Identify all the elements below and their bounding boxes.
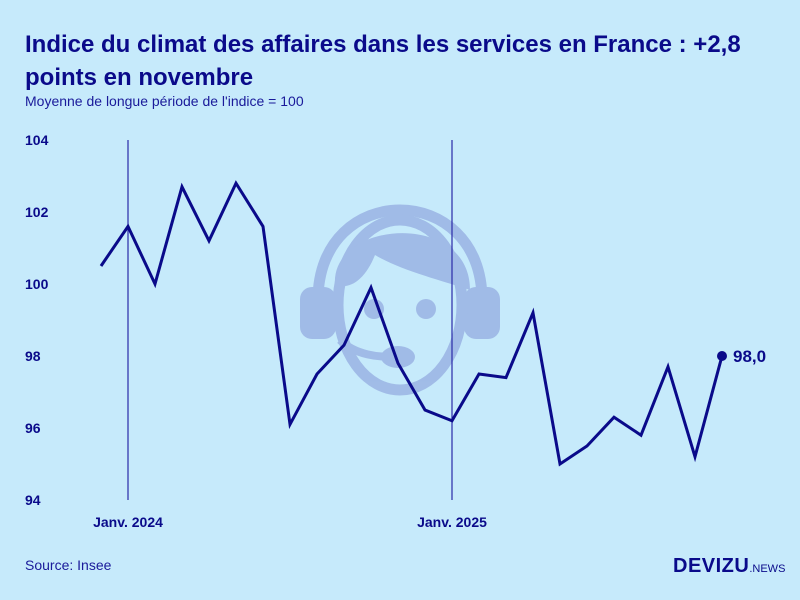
series-line [99, 180, 724, 467]
logo-main: DEVIZU [673, 555, 750, 577]
y-tick-label: 96 [25, 420, 41, 436]
y-tick-label: 98 [25, 348, 41, 364]
x-tick-label: Janv. 2024 [93, 514, 163, 530]
logo-suffix: .NEWS [749, 563, 786, 575]
x-tick-label: Janv. 2025 [417, 514, 487, 530]
devizu-logo: DEVIZU.NEWS [673, 555, 785, 578]
chart-title: Indice du climat des affaires dans les s… [25, 31, 741, 91]
source-note: Source: Insee [25, 557, 112, 573]
y-tick-label: 94 [25, 492, 41, 508]
y-tick-label: 100 [25, 276, 49, 292]
last-point-marker [717, 351, 727, 361]
y-tick-label: 102 [25, 204, 49, 220]
last-value-label: 98,0 [733, 347, 766, 366]
chart-subtitle: Moyenne de longue période de l'indice = … [25, 93, 304, 109]
y-tick-label: 104 [25, 132, 49, 148]
headset-operator-icon [300, 204, 500, 396]
